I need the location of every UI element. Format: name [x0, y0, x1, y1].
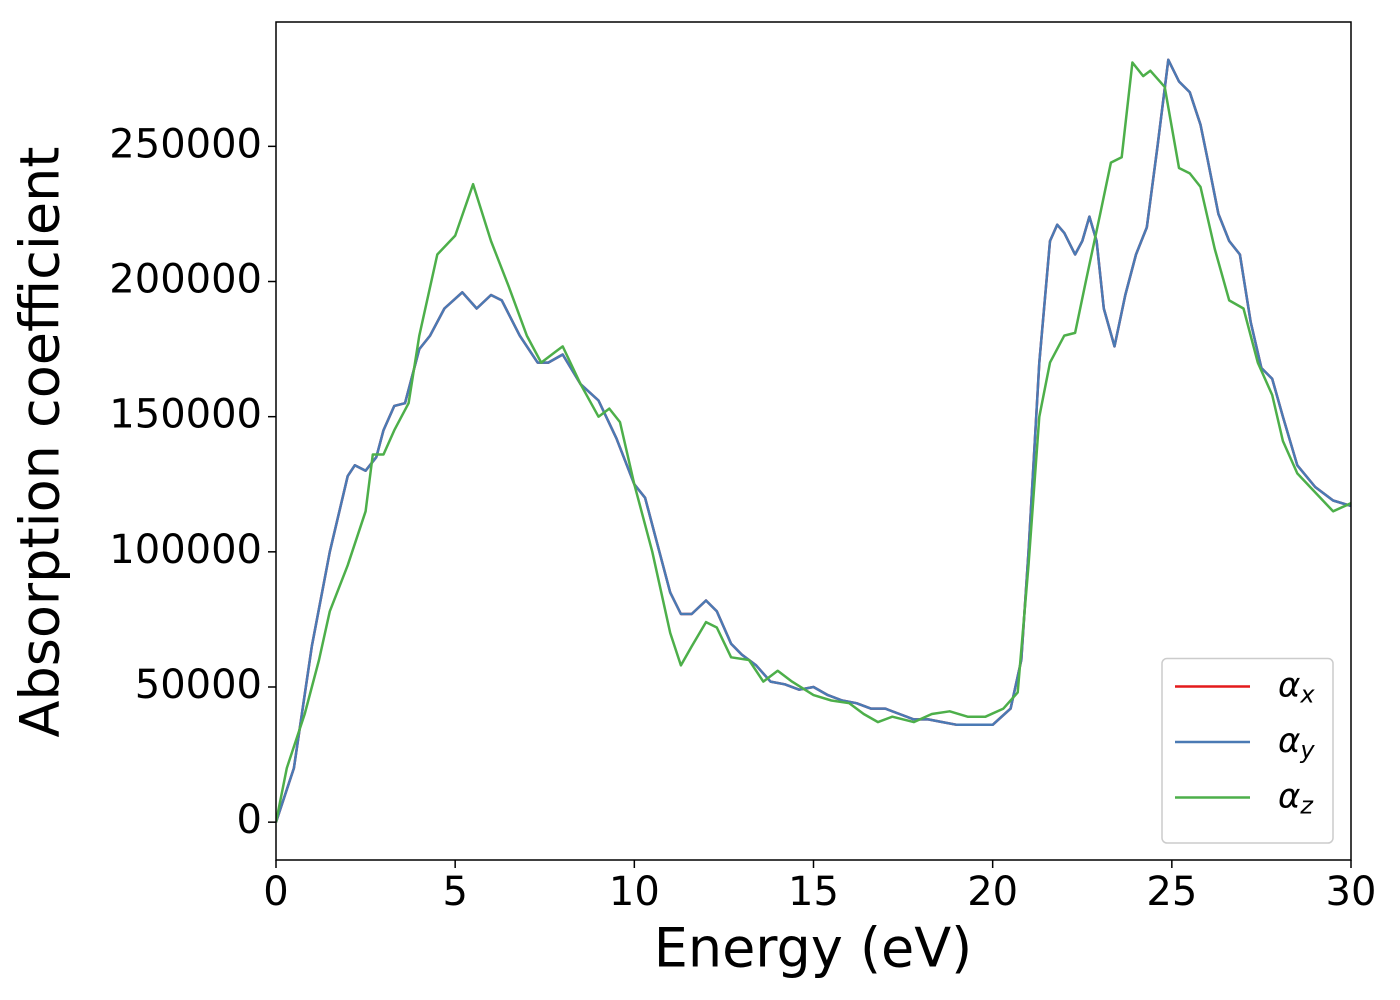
x-tick-label: 25: [1146, 869, 1197, 915]
y-tick-label: 0: [237, 797, 262, 843]
y-tick-label: 50000: [135, 662, 262, 708]
x-tick-label: 20: [967, 869, 1018, 915]
y-tick-label: 100000: [109, 527, 262, 573]
x-tick-label: 0: [263, 869, 288, 915]
plot-frame: [275, 21, 1352, 861]
series-line: [276, 61, 1351, 823]
legend-label: αx: [1278, 665, 1315, 709]
y-tick-label: 250000: [109, 121, 262, 167]
x-tick-label: 5: [442, 869, 467, 915]
x-tick-label: 30: [1326, 869, 1377, 915]
legend-label: αz: [1278, 776, 1314, 820]
y-tick-label: 150000: [109, 392, 262, 438]
x-tick-label: 15: [788, 869, 839, 915]
legend-label: αy: [1278, 721, 1315, 765]
x-tick-label: 10: [609, 869, 660, 915]
y-tick-label: 200000: [109, 257, 262, 303]
y-axis-label: Absorption coefficient: [9, 147, 72, 738]
series-line: [276, 58, 1351, 823]
x-axis-label: Energy (eV): [654, 917, 973, 980]
